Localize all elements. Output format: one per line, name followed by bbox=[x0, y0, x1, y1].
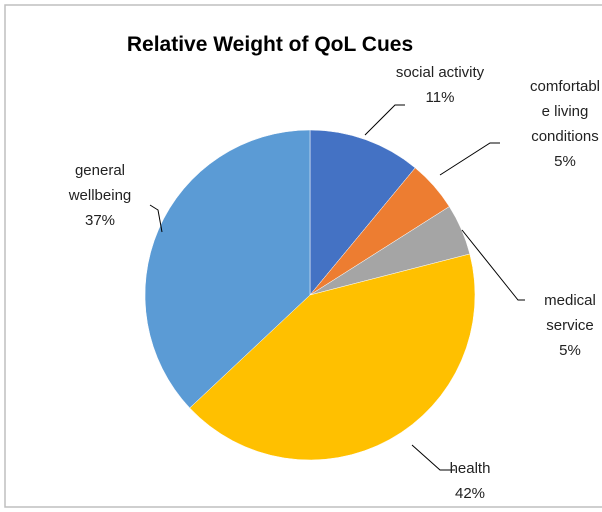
category-label: social activity bbox=[395, 64, 485, 81]
data-label: general wellbeing 37% bbox=[55, 158, 145, 233]
pie-slice bbox=[189, 253, 476, 461]
value-label: 42% bbox=[454, 485, 486, 502]
data-label: social activity 11% bbox=[395, 60, 485, 110]
leader-line bbox=[461, 229, 525, 301]
value-label: 11% bbox=[425, 89, 455, 106]
category-label: medical service bbox=[544, 292, 596, 334]
data-label: medical service 5% bbox=[525, 288, 602, 363]
pie-slice bbox=[309, 129, 416, 296]
data-label: comfortable living conditions 5% bbox=[527, 74, 602, 174]
leader-line bbox=[411, 444, 455, 471]
category-label: general wellbeing bbox=[68, 162, 132, 204]
leader-line bbox=[149, 204, 163, 233]
value-label: 5% bbox=[554, 153, 576, 170]
category-label: comfortable living conditions bbox=[529, 78, 601, 145]
category-label: health bbox=[449, 460, 491, 477]
leader-line bbox=[439, 142, 500, 176]
data-label: health 42% bbox=[430, 456, 510, 506]
leader-line bbox=[364, 104, 405, 136]
value-label: 5% bbox=[559, 342, 581, 359]
chart-title: Relative Weight of QoL Cues bbox=[126, 33, 414, 56]
value-label: 37% bbox=[84, 212, 116, 229]
pie-slice bbox=[144, 129, 311, 409]
